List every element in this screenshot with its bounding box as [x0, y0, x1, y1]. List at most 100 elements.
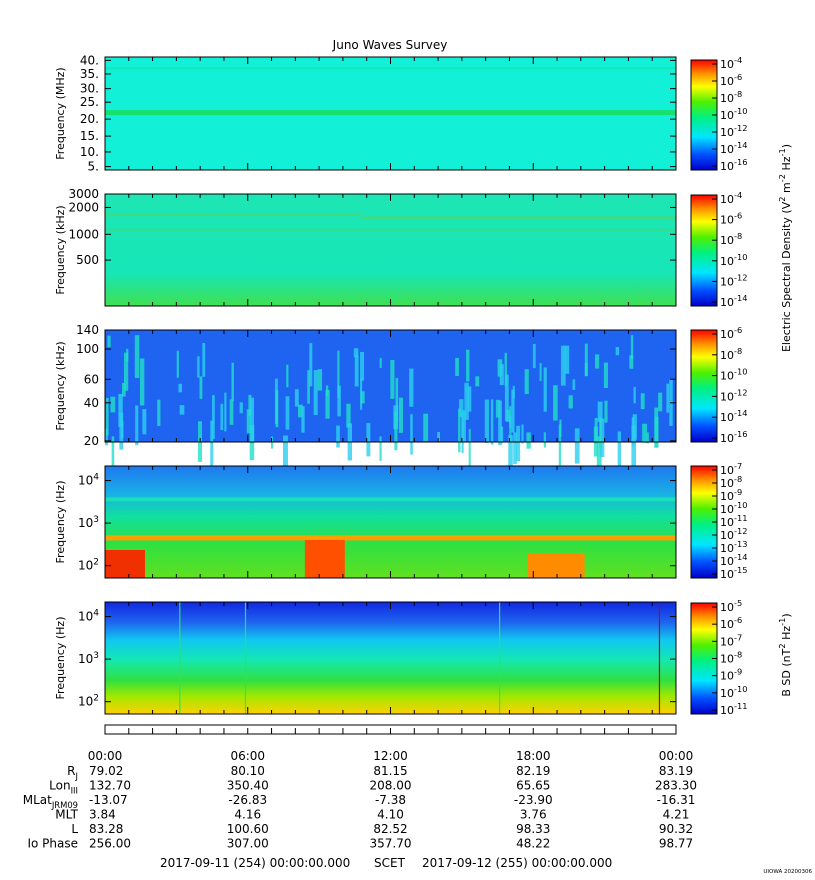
emission-streak [307, 370, 310, 404]
emission-spike [658, 602, 661, 714]
colorbar-tick-label: 10-7 [720, 632, 742, 648]
emission-streak [631, 425, 637, 469]
emission-streak [337, 350, 340, 399]
ephemeris-value: 3.76 [520, 808, 547, 822]
emission-streak [142, 409, 147, 435]
ephemeris-value: 256.00 [89, 837, 131, 851]
emission-streak [285, 396, 290, 430]
emission-streak [297, 404, 303, 418]
emission-streak [511, 389, 515, 433]
emission-streak [468, 429, 471, 474]
y-tick-label: 140 [76, 323, 99, 337]
colorbar-tick-label: 10-9 [720, 667, 742, 683]
colorbar-tick-label: 10-12 [720, 526, 747, 542]
time-tick-label: 18:00 [516, 749, 551, 763]
y-tick-label: 15. [80, 129, 99, 143]
emission-streak [212, 395, 215, 440]
emission-streak [110, 396, 116, 413]
colorbar-tick-label: 10-14 [720, 408, 747, 424]
colorbar-tick-label: 10-4 [720, 55, 742, 71]
spectrogram-panels: 40.35.30.25. 20. 15. 10.5. Frequency (MHz) 30… [54, 53, 677, 715]
ephemeris-value: 82.52 [373, 822, 407, 836]
emission-streak [176, 350, 179, 378]
ephemeris-value: 3.84 [89, 808, 116, 822]
emission-band [105, 228, 676, 232]
emission-streak [500, 426, 504, 444]
emission-streak [379, 436, 382, 461]
emission-streak [560, 345, 566, 386]
emission-streak [157, 399, 161, 426]
ephemeris-row-label: RJ [67, 764, 78, 781]
y-tick-label: 2000 [68, 200, 99, 214]
colorbar-tick-label: 10-10 [720, 684, 747, 700]
y-tick-label: 500 [76, 253, 99, 267]
ephemeris-value: 4.16 [234, 808, 261, 822]
emission-streak [395, 377, 399, 423]
spectrogram-image [105, 466, 676, 578]
emission-streak [633, 386, 636, 404]
emission-streak [105, 428, 108, 446]
y-tick-label: 60 [84, 372, 99, 386]
emission-streak [107, 335, 111, 348]
emission-streak [539, 363, 542, 382]
emission-streak [197, 356, 200, 378]
emission-streak [564, 345, 570, 374]
emission-streak [526, 432, 531, 449]
emission-streak [642, 423, 648, 443]
colorbar-tick-label: 10-10 [720, 367, 747, 383]
emission-spike [244, 602, 247, 714]
colorbar-tick-label: 10-14 [720, 140, 747, 156]
emission-streak [336, 425, 340, 448]
emission-streak [632, 414, 637, 440]
emission-streak [484, 399, 489, 443]
colorbar-tick-label: 10-15 [720, 565, 747, 581]
emission-streak [666, 383, 670, 413]
emission-streak [543, 367, 547, 412]
emission-streak [179, 405, 185, 415]
emission-streak [654, 407, 659, 448]
emission-streak [250, 397, 255, 444]
y-tick-label: 100 [76, 342, 99, 356]
y-tick-label: 5. [88, 160, 99, 174]
emission-streak [346, 403, 351, 428]
emission-streak [521, 424, 524, 444]
ephemeris-value: 83.19 [659, 764, 693, 778]
emission-streak [294, 389, 299, 407]
colorbar-tick-label: 10-11 [720, 513, 747, 529]
y-tick-label: 30. [80, 82, 99, 96]
emission-band [105, 497, 676, 502]
colorbars: 10-410-610-810-1010-1210-1410-1610-410-6… [690, 55, 747, 717]
colorbar-tick-label: 10-6 [720, 615, 742, 631]
emission-streak [508, 435, 513, 471]
emission-streak [353, 348, 359, 358]
emission-streak [467, 386, 472, 412]
spectrogram-panel-4: 104 103 102 Frequency (Hz) [54, 465, 677, 579]
ephemeris-value: 4.10 [377, 808, 404, 822]
ephemeris-value: 82.19 [516, 764, 550, 778]
colorbar-tick-label: 10-8 [720, 231, 742, 247]
emission-streak [516, 425, 521, 462]
emission-streak [390, 359, 395, 399]
emission-streak [630, 335, 634, 360]
emission-streak [199, 376, 203, 399]
ephemeris-value: 48.22 [516, 837, 550, 851]
colorbar-label-electric: Electric Spectral Density (V2 m-2 Hz-1) [777, 144, 793, 352]
emission-streak [553, 385, 558, 421]
emission-streak [504, 374, 509, 422]
emission-streak [134, 335, 140, 378]
ephemeris-value: 132.70 [89, 779, 131, 793]
ephemeris-value: 90.32 [659, 822, 693, 836]
colorbar-tick-label: 10-12 [720, 387, 747, 403]
y-axis-label: Frequency (kHz) [54, 341, 67, 430]
emission-streak [464, 382, 469, 420]
emission-streak [466, 349, 470, 382]
ephemeris-value: -7.38 [375, 793, 406, 807]
time-range-axis: SCET [374, 856, 406, 870]
ephemeris-row-label: LonIII [49, 779, 78, 796]
colorbar-2: 10-4 10-6 10-8 10-10 10-12 10-14 [690, 190, 747, 309]
colorbar-tick-label: 10-16 [720, 429, 747, 445]
emission-streak [498, 400, 502, 446]
emission-streak [313, 370, 318, 416]
emission-streak [596, 436, 602, 475]
